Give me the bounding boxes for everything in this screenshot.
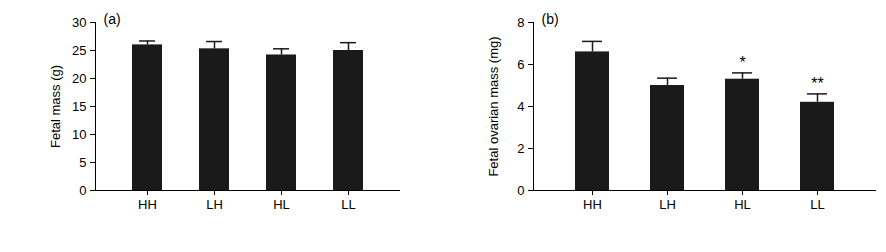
svg-text:LL: LL bbox=[341, 197, 355, 212]
svg-text:10: 10 bbox=[72, 127, 86, 142]
svg-text:0: 0 bbox=[79, 183, 86, 198]
svg-text:*: * bbox=[739, 54, 745, 71]
svg-text:Fetal mass (g): Fetal mass (g) bbox=[48, 65, 63, 148]
svg-text:(a): (a) bbox=[104, 11, 121, 27]
svg-text:LH: LH bbox=[206, 197, 223, 212]
svg-text:2: 2 bbox=[517, 141, 524, 156]
svg-text:0: 0 bbox=[517, 183, 524, 198]
svg-text:15: 15 bbox=[72, 99, 86, 114]
svg-text:25: 25 bbox=[72, 43, 86, 58]
svg-text:HL: HL bbox=[273, 197, 290, 212]
svg-text:4: 4 bbox=[517, 99, 524, 114]
svg-text:5: 5 bbox=[79, 155, 86, 170]
svg-text:Fetal ovarian mass (mg): Fetal ovarian mass (mg) bbox=[486, 36, 501, 176]
svg-text:20: 20 bbox=[72, 71, 86, 86]
svg-text:(b): (b) bbox=[542, 11, 559, 27]
svg-text:LL: LL bbox=[810, 197, 824, 212]
svg-text:HH: HH bbox=[583, 197, 602, 212]
svg-text:8: 8 bbox=[517, 15, 524, 30]
svg-text:30: 30 bbox=[72, 15, 86, 30]
svg-text:6: 6 bbox=[517, 57, 524, 72]
svg-text:HH: HH bbox=[138, 197, 157, 212]
svg-text:HL: HL bbox=[734, 197, 751, 212]
svg-text:**: ** bbox=[811, 75, 823, 92]
svg-text:LH: LH bbox=[659, 197, 676, 212]
